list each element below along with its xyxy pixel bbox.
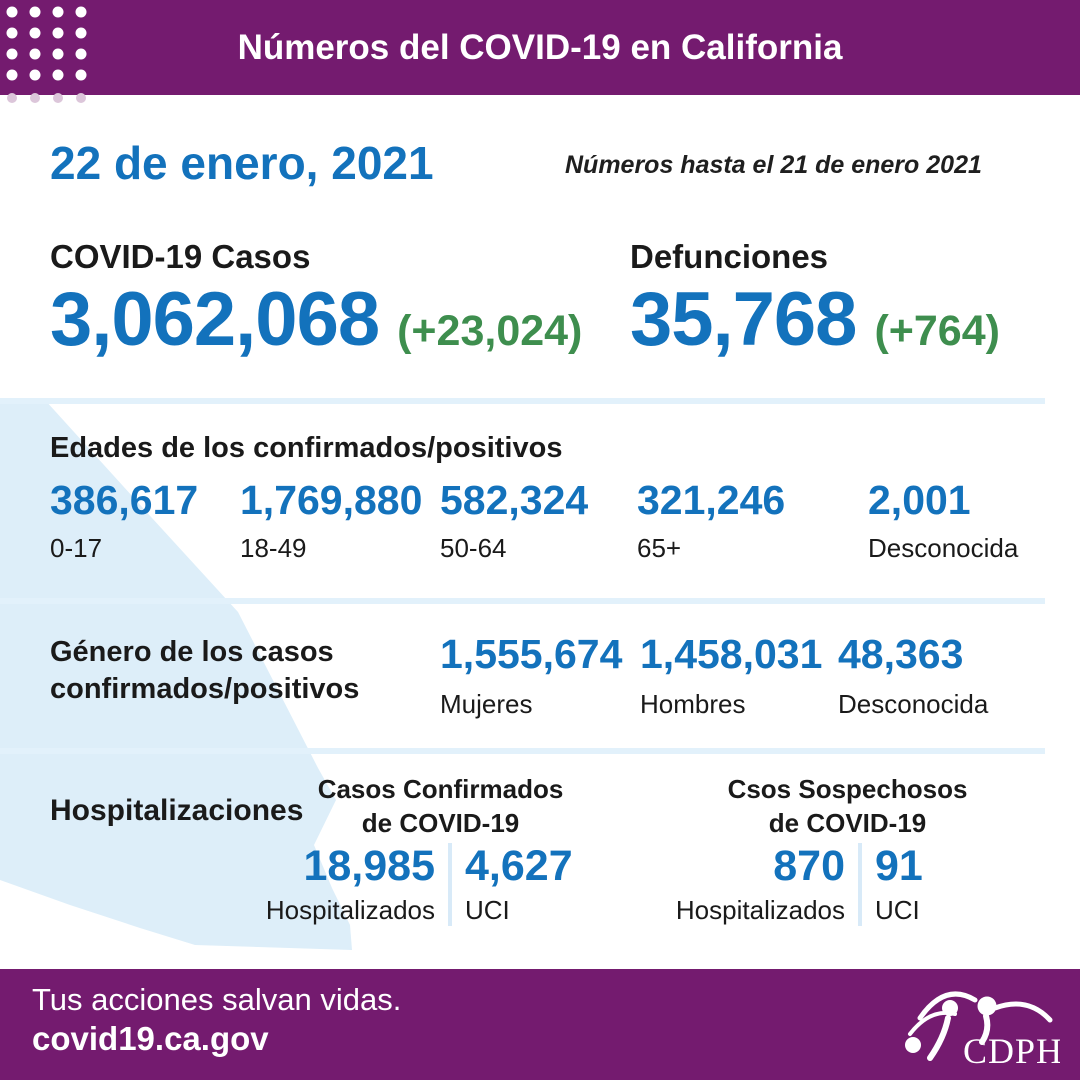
gender-value: 1,458,031	[640, 631, 823, 677]
gender-section-title: Género de los casos confirmados/positivo…	[50, 634, 359, 708]
confirmed-icu-stat: 4,627 UCI	[465, 842, 635, 926]
as-of-note: Números hasta el 21 de enero 2021	[565, 151, 982, 179]
logo-figure-head	[977, 996, 997, 1016]
logo-figure-head	[942, 1000, 958, 1016]
deaths-value: 35,768	[630, 277, 857, 362]
age-label: Desconocida	[868, 533, 1019, 564]
age-label: 65+	[637, 533, 682, 564]
icu-value: 4,627	[465, 842, 573, 890]
cases-delta: (+23,024)	[397, 307, 583, 355]
deaths-label: Defunciones	[630, 238, 829, 275]
page-title: Números del COVID-19 en California	[237, 28, 843, 67]
report-date: 22 de enero, 2021	[50, 137, 434, 189]
footer-bar	[0, 969, 1080, 1080]
age-value: 321,246	[637, 477, 786, 523]
cdph-logo: CDPH	[905, 991, 1060, 1071]
confirmed-hospitalized-stat: 18,985 Hospitalizados	[250, 842, 435, 926]
age-stat-50-64: 582,324 50-64	[440, 477, 589, 564]
gender-label: Hombres	[640, 689, 746, 720]
logo-text: CDPH	[963, 1031, 1060, 1071]
gender-stat-men: 1,458,031 Hombres	[640, 631, 823, 720]
cases-total: 3,062,068 (+23,024)	[50, 280, 582, 360]
logo-figure-body	[927, 1015, 951, 1061]
deaths-delta: (+764)	[874, 307, 1000, 355]
age-stat-18-49: 1,769,880 18-49	[240, 477, 423, 564]
dots-pattern-decoration	[6, 6, 87, 103]
suspected-cases-heading: Csos Sospechosos de COVID-19	[695, 772, 1000, 840]
age-stat-65plus: 321,246 65+	[637, 477, 786, 564]
icu-label: UCI	[875, 895, 920, 926]
gender-stat-women: 1,555,674 Mujeres	[440, 631, 623, 720]
icu-value: 91	[875, 842, 923, 890]
age-value: 582,324	[440, 477, 589, 523]
footer-url: covid19.ca.gov	[32, 1020, 269, 1057]
section-divider	[0, 398, 1045, 404]
confirmed-stats-row: 18,985 Hospitalizados 4,627 UCI	[250, 842, 635, 927]
gender-label: Mujeres	[440, 689, 533, 720]
footer-tagline: Tus acciones salvan vidas.	[32, 982, 402, 1017]
suspected-heading-line1: Csos Sospechosos	[727, 774, 968, 804]
stat-divider	[448, 843, 452, 927]
logo-swoosh	[992, 1001, 1053, 1023]
cases-label: COVID-19 Casos	[50, 238, 311, 275]
suspected-heading-line2: de COVID-19	[768, 808, 927, 838]
gender-value: 1,555,674	[440, 631, 623, 677]
section-divider	[0, 748, 1045, 754]
gender-label: Desconocida	[838, 689, 989, 720]
header-bar	[0, 0, 1080, 95]
section-divider	[0, 598, 1045, 604]
age-label: 18-49	[240, 533, 307, 564]
age-stat-0-17: 386,617 0-17	[50, 477, 199, 564]
hospitalized-value: 18,985	[303, 842, 435, 890]
deaths-total: 35,768 (+764)	[630, 280, 1000, 360]
hospitalized-label: Hospitalizados	[265, 895, 435, 926]
confirmed-heading-line1: Casos Confirmados	[317, 774, 564, 804]
gender-title-line1: Género de los casos	[50, 636, 334, 668]
gender-title-line2: confirmados/positivos	[50, 673, 360, 705]
hospitalized-value: 870	[773, 842, 845, 890]
age-stat-unknown: 2,001 Desconocida	[868, 477, 1019, 564]
age-value: 2,001	[868, 477, 971, 523]
hospitalized-label: Hospitalizados	[675, 895, 845, 926]
suspected-icu-stat: 91 UCI	[875, 842, 1045, 926]
gender-value: 48,363	[838, 631, 964, 677]
ages-section-title: Edades de los confirmados/positivos	[50, 432, 563, 464]
age-label: 50-64	[440, 533, 507, 564]
age-label: 0-17	[50, 533, 103, 564]
hospitalizations-section-title: Hospitalizaciones	[50, 794, 304, 827]
logo-figure-head	[905, 1037, 921, 1053]
california-map-watermark	[0, 400, 352, 950]
age-value: 1,769,880	[240, 477, 423, 523]
icu-label: UCI	[465, 895, 510, 926]
cases-value: 3,062,068	[50, 277, 380, 362]
confirmed-heading-line2: de COVID-19	[361, 808, 520, 838]
logo-figure-body	[979, 1013, 991, 1045]
suspected-hospitalized-stat: 870 Hospitalizados	[660, 842, 845, 926]
stat-divider	[858, 843, 862, 927]
gender-stat-unknown: 48,363 Desconocida	[838, 631, 989, 720]
suspected-stats-row: 870 Hospitalizados 91 UCI	[660, 842, 1045, 927]
age-value: 386,617	[50, 477, 199, 523]
confirmed-cases-heading: Casos Confirmados de COVID-19	[288, 772, 593, 840]
logo-swoosh	[917, 991, 978, 1021]
